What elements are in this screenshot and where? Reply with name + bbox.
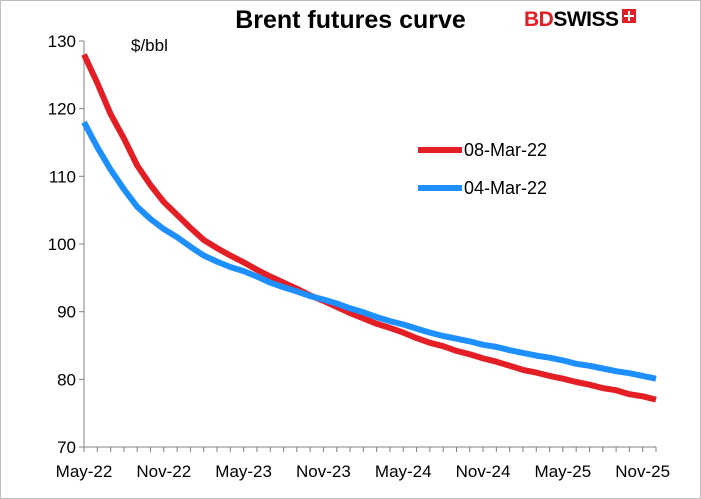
x-tick-label: Nov-24 xyxy=(456,462,511,481)
bdswiss-logo: BD SWISS xyxy=(524,8,636,32)
x-tick-label: May-25 xyxy=(535,462,592,481)
y-tick-label: 110 xyxy=(49,167,76,186)
series-line-1 xyxy=(81,120,657,382)
logo-text-swiss: SWISS xyxy=(553,8,619,31)
x-tick-label: Nov-25 xyxy=(615,462,670,481)
y-tick-label: 120 xyxy=(48,100,76,119)
x-tick-label: May-23 xyxy=(215,462,272,481)
x-tick-label: May-24 xyxy=(375,462,432,481)
y-tick-label: 90 xyxy=(57,303,76,322)
swiss-cross-icon xyxy=(621,9,636,23)
series-lines xyxy=(81,53,657,403)
y-axis-unit-label: $/bbl xyxy=(131,36,168,55)
logo-text-bd: BD xyxy=(524,8,554,31)
y-tick-label: 70 xyxy=(57,438,76,457)
chart-title: Brent futures curve xyxy=(235,6,466,34)
x-tick-label: May-22 xyxy=(56,462,113,481)
y-tick-label: 100 xyxy=(48,235,76,254)
legend: 08-Mar-22 04-Mar-22 xyxy=(418,140,547,198)
x-tick-label: Nov-23 xyxy=(296,462,351,481)
series-line-0 xyxy=(81,53,657,403)
x-tick-label: Nov-22 xyxy=(136,462,191,481)
legend-label: 04-Mar-22 xyxy=(464,178,547,198)
y-tick-label: 80 xyxy=(57,370,76,389)
y-tick-label: 130 xyxy=(48,32,76,51)
legend-label: 08-Mar-22 xyxy=(464,140,547,160)
axes: 70 80 90 100 110 120 130 May-22 Nov-22 May-23 Nov-… xyxy=(48,32,670,481)
